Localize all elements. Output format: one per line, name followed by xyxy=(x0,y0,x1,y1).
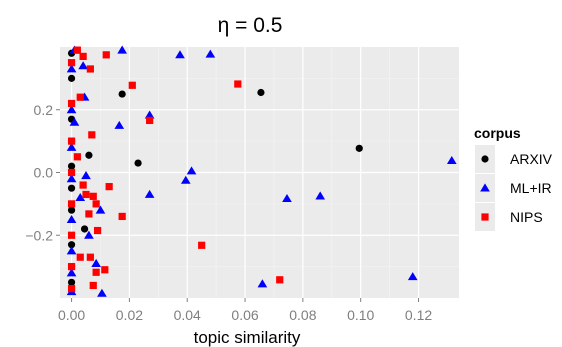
data-point xyxy=(105,183,113,191)
x-tick-label: 0.04 xyxy=(174,307,201,323)
data-point xyxy=(73,46,81,54)
data-point xyxy=(97,288,107,297)
data-point xyxy=(67,168,76,177)
data-point xyxy=(67,241,76,249)
data-point xyxy=(67,200,76,208)
data-point xyxy=(144,189,155,198)
chart-title: η = 0.5 xyxy=(218,14,283,37)
data-point xyxy=(446,155,457,165)
series-nips xyxy=(67,46,284,293)
data-point xyxy=(67,162,76,170)
data-point xyxy=(92,200,100,208)
data-point xyxy=(92,268,100,276)
data-point xyxy=(67,284,76,293)
legend-key-marker xyxy=(481,155,489,163)
data-point xyxy=(186,166,197,175)
data-point xyxy=(117,45,127,54)
data-point xyxy=(73,153,81,161)
legend-label: ML+IR xyxy=(510,180,552,196)
legend-title: corpus xyxy=(474,125,521,141)
data-point xyxy=(276,276,284,284)
data-point xyxy=(89,192,97,200)
data-point xyxy=(180,175,191,184)
data-point xyxy=(67,184,76,192)
data-point xyxy=(134,159,142,167)
data-point xyxy=(67,278,76,286)
data-point xyxy=(76,93,84,101)
data-point xyxy=(234,80,242,88)
data-point xyxy=(66,105,77,114)
x-axis-title: topic similarity xyxy=(194,328,301,347)
data-point xyxy=(282,193,292,202)
data-point xyxy=(66,214,77,224)
x-tick-label: 0.08 xyxy=(289,307,316,323)
x-axis-ticks: 0.00 0.02 0.04 0.06 0.08 0.10 0.12 xyxy=(58,298,432,323)
data-point xyxy=(355,144,363,152)
data-point xyxy=(69,117,80,126)
data-point xyxy=(86,253,94,261)
data-point xyxy=(81,171,91,180)
data-point xyxy=(128,81,136,89)
data-point xyxy=(78,61,88,70)
data-point xyxy=(315,191,326,200)
data-point xyxy=(86,65,94,73)
data-point xyxy=(257,88,265,97)
legend: corpus ARXIV ML+IR NIPS xyxy=(474,125,553,231)
data-point xyxy=(85,210,93,218)
data-point xyxy=(144,110,155,119)
y-tick-label: −0.2 xyxy=(25,227,53,243)
data-point xyxy=(82,190,90,199)
legend-key-marker xyxy=(480,183,490,192)
data-point xyxy=(407,272,418,281)
data-point xyxy=(93,226,102,235)
x-tick-label: 0.12 xyxy=(405,307,432,323)
data-point xyxy=(114,120,125,129)
data-point xyxy=(91,258,101,267)
data-point xyxy=(118,212,126,221)
data-point xyxy=(79,52,87,61)
data-point xyxy=(85,151,93,159)
data-point xyxy=(67,231,76,239)
data-point xyxy=(79,181,87,189)
data-point xyxy=(80,225,89,233)
data-points xyxy=(66,45,457,297)
data-point xyxy=(101,266,109,274)
x-tick-label: 0.02 xyxy=(116,307,143,323)
data-point xyxy=(102,51,110,59)
legend-label: NIPS xyxy=(510,209,543,225)
data-point xyxy=(84,230,94,239)
data-point xyxy=(198,241,206,249)
data-point xyxy=(75,193,86,202)
data-point xyxy=(66,268,77,277)
data-point xyxy=(95,205,106,214)
data-point xyxy=(76,253,84,261)
data-point xyxy=(67,263,76,271)
x-tick-label: 0.10 xyxy=(347,307,374,323)
data-point xyxy=(118,90,126,98)
data-point xyxy=(67,137,76,145)
legend-label: ARXIV xyxy=(510,151,553,167)
data-point xyxy=(67,59,76,67)
data-point xyxy=(67,74,76,82)
data-point xyxy=(67,99,76,108)
y-tick-label: 0.2 xyxy=(34,102,54,118)
data-point xyxy=(67,206,76,214)
data-point xyxy=(146,116,154,125)
data-point xyxy=(257,279,268,288)
data-point xyxy=(175,50,185,59)
series-ml-ir xyxy=(66,45,457,297)
data-point xyxy=(66,246,77,255)
y-tick-label: 0.0 xyxy=(34,165,54,181)
x-tick-label: 0.06 xyxy=(231,307,258,323)
legend-key-marker xyxy=(481,213,489,221)
data-point xyxy=(66,64,77,73)
data-point xyxy=(66,142,77,151)
data-point xyxy=(89,281,97,290)
data-point xyxy=(88,131,96,139)
y-axis-ticks: 0.2 0.0 −0.2 xyxy=(25,102,60,243)
data-point xyxy=(205,49,216,58)
data-point xyxy=(66,174,77,183)
x-tick-label: 0.00 xyxy=(58,307,85,323)
